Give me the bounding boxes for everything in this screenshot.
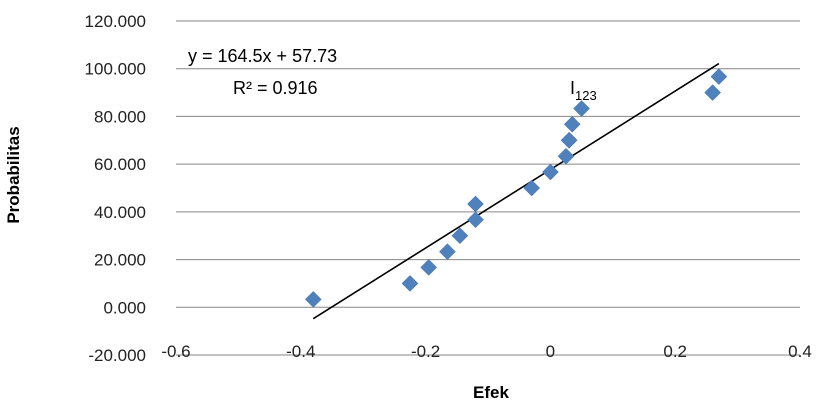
y-tick-label: -20.000 <box>88 346 146 365</box>
data-point <box>451 227 469 245</box>
y-tick-label: 80.000 <box>94 107 146 126</box>
data-point <box>401 275 419 292</box>
data-point <box>420 259 438 276</box>
data-point <box>710 68 728 85</box>
data-point <box>560 131 578 149</box>
y-tick-label: 0.000 <box>103 298 146 317</box>
x-tick-label: -0.2 <box>411 342 440 361</box>
data-point <box>439 243 456 261</box>
point-label: I123 <box>570 78 597 103</box>
x-tick-label: 0 <box>546 342 555 361</box>
x-tick-label: 0.2 <box>663 342 687 361</box>
data-point <box>542 163 559 181</box>
data-points <box>304 68 728 308</box>
y-tick-label: 100.000 <box>85 60 146 79</box>
gridlines <box>176 20 800 356</box>
data-point <box>304 291 322 308</box>
data-point <box>523 179 541 197</box>
trendline-group <box>312 62 720 320</box>
data-point <box>563 115 581 133</box>
y-axis-ticks: -20.000 0.000 20.000 40.000 60.000 80.000 100.… <box>85 12 146 365</box>
y-tick-label: 20.000 <box>94 251 146 270</box>
x-tick-label: -0.4 <box>286 342 315 361</box>
data-point <box>704 84 721 101</box>
y-tick-label: 60.000 <box>94 155 146 174</box>
r-squared-label: R² = 0.916 <box>233 78 318 98</box>
x-axis-ticks: -0.6 -0.4 -0.2 0 0.2 0.4 <box>161 342 811 361</box>
y-tick-label: 120.000 <box>85 12 146 31</box>
data-point <box>557 147 575 165</box>
equation-label: y = 164.5x + 57.73 <box>188 46 337 66</box>
x-axis-title: Efek <box>473 383 509 402</box>
y-tick-label: 40.000 <box>94 203 146 222</box>
x-tick-label: -0.6 <box>161 342 190 361</box>
trendline <box>312 62 720 320</box>
data-point <box>467 195 484 213</box>
y-axis-title: Probabilitas <box>4 126 23 223</box>
data-point <box>573 100 590 117</box>
x-tick-label: 0.4 <box>788 342 812 361</box>
data-point <box>467 211 484 229</box>
